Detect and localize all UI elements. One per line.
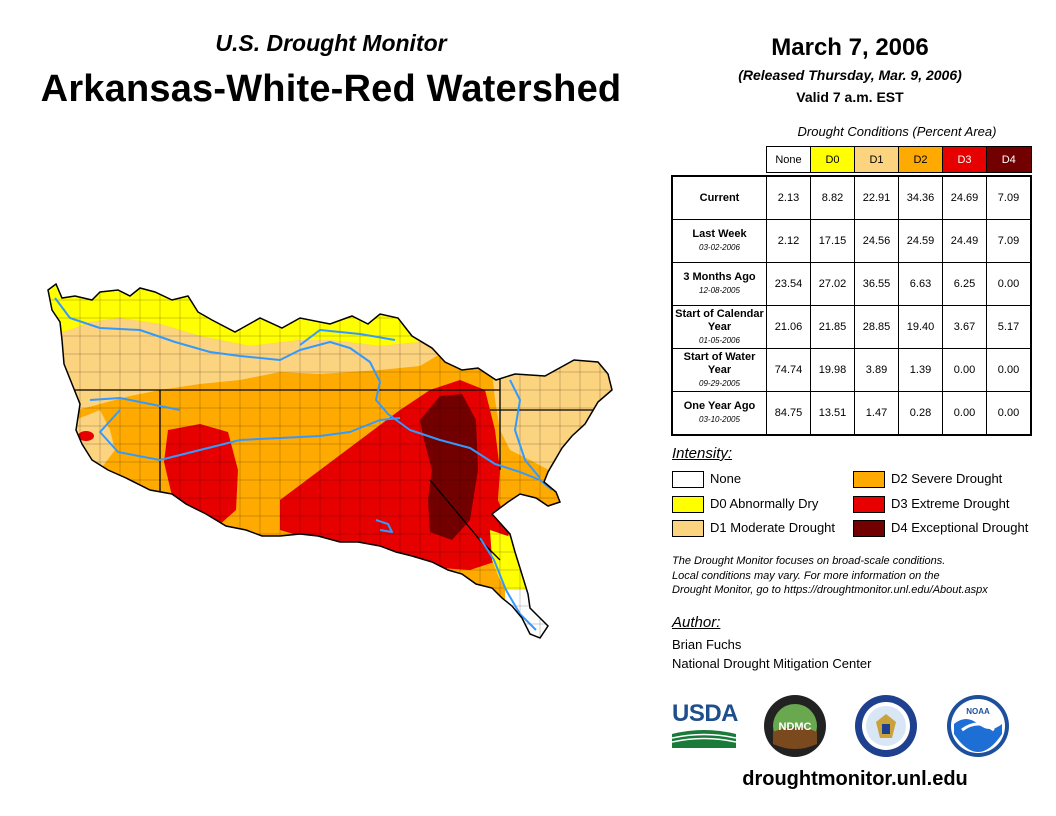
table-cell: 7.09 <box>986 175 1032 220</box>
drought-map <box>47 282 613 639</box>
table-cell: 8.82 <box>810 175 855 220</box>
table-cell: 34.36 <box>898 175 943 220</box>
table-cell: 24.59 <box>898 219 943 263</box>
usda-hills-icon <box>672 730 736 748</box>
table-row: 3 Months Ago 12-08-2005 23.54 27.02 36.55… <box>671 262 1032 306</box>
legend-swatch-d4 <box>853 520 885 537</box>
ndmc-logo-text: NDMC <box>779 721 812 733</box>
row-label: Last Week 03-02-2006 <box>671 219 767 263</box>
table-cell: 24.69 <box>942 175 987 220</box>
table-cell: 1.47 <box>854 391 899 436</box>
legend-swatch-d2 <box>853 471 885 488</box>
legend-swatch-none <box>672 471 704 488</box>
row-label: Start of Water Year 09-29-2005 <box>671 348 767 392</box>
row-label: Start of Calendar Year 01-05-2006 <box>671 305 767 349</box>
table-cell: 21.85 <box>810 305 855 349</box>
legend-swatch-d0 <box>672 496 704 513</box>
website-url[interactable]: droughtmonitor.unl.edu <box>742 768 968 790</box>
table-row: One Year Ago 03-10-2005 84.75 13.51 1.47 … <box>671 391 1032 436</box>
noaa-logo: NOAA <box>947 695 1009 757</box>
table-cell: 28.85 <box>854 305 899 349</box>
map-subtitle: U.S. Drought Monitor <box>215 30 447 56</box>
table-header-blank <box>672 147 767 173</box>
table-row: Last Week 03-02-2006 2.12 17.15 24.56 24.… <box>671 219 1032 263</box>
table-cell: 24.56 <box>854 219 899 263</box>
table-cell: 27.02 <box>810 262 855 306</box>
legend-label: D0 Abnormally Dry <box>710 496 819 511</box>
d4-region-core <box>420 394 478 540</box>
author-organization: National Drought Mitigation Center <box>672 656 872 671</box>
map-title: Arkansas-White-Red Watershed <box>40 68 622 110</box>
note-line: Drought Monitor, go to https://droughtmo… <box>672 584 988 596</box>
none-region-southeast <box>505 590 560 638</box>
table-cell: 19.98 <box>810 348 855 392</box>
legend-label: None <box>710 471 742 486</box>
table-cell: 1.39 <box>898 348 943 392</box>
d3-spot-west <box>78 431 94 441</box>
ndmc-logo: NDMC <box>764 695 826 757</box>
table-caption: Drought Conditions (Percent Area) <box>797 124 997 139</box>
table-row: Current 2.13 8.82 22.91 34.36 24.69 7.09 <box>671 175 1032 220</box>
table-header-row: None D0 D1 D2 D3 D4 <box>672 146 1032 173</box>
drought-conditions-table: None D0 D1 D2 D3 D4 Current 2.13 8.82 22… <box>671 146 1032 436</box>
table-row: Start of Calendar Year 01-05-2006 21.06 2… <box>671 305 1032 349</box>
note-line: Local conditions may vary. For more info… <box>672 569 940 582</box>
table-cell: 17.15 <box>810 219 855 263</box>
column-header-d3: D3 <box>942 146 987 173</box>
legend-swatch-d3 <box>853 496 885 513</box>
row-label: Current <box>671 175 767 220</box>
table-cell: 13.51 <box>810 391 855 436</box>
d3-region-west <box>164 424 238 526</box>
legend-swatch-d1 <box>672 520 704 537</box>
table-cell: 3.67 <box>942 305 987 349</box>
map-date: March 7, 2006 <box>771 34 929 61</box>
table-cell: 21.06 <box>766 305 811 349</box>
column-header-d0: D0 <box>810 146 855 173</box>
table-cell: 22.91 <box>854 175 899 220</box>
watershed-outline <box>47 282 613 639</box>
usda-logo: USDA <box>672 700 739 748</box>
column-header-d1: D1 <box>854 146 899 173</box>
legend-label: D4 Exceptional Drought <box>891 520 1029 535</box>
row-label: 3 Months Ago 12-08-2005 <box>671 262 767 306</box>
table-cell: 6.63 <box>898 262 943 306</box>
table-cell: 74.74 <box>766 348 811 392</box>
commerce-seal-icon <box>855 695 917 757</box>
legend-title: Intensity: <box>672 445 733 462</box>
table-cell: 0.00 <box>986 348 1032 392</box>
table-cell: 0.00 <box>986 262 1032 306</box>
table-cell: 6.25 <box>942 262 987 306</box>
table-cell: 5.17 <box>986 305 1032 349</box>
column-header-none: None <box>766 146 811 173</box>
table-cell: 0.00 <box>942 348 987 392</box>
table-cell: 36.55 <box>854 262 899 306</box>
table-cell: 24.49 <box>942 219 987 263</box>
row-label: One Year Ago 03-10-2005 <box>671 391 767 436</box>
table-cell: 0.00 <box>986 391 1032 436</box>
note-line: The Drought Monitor focuses on broad-sca… <box>672 555 946 567</box>
table-cell: 2.13 <box>766 175 811 220</box>
table-cell: 0.28 <box>898 391 943 436</box>
legend-label: D1 Moderate Drought <box>710 520 836 535</box>
table-cell: 2.12 <box>766 219 811 263</box>
disclaimer-note: The Drought Monitor focuses on broad-sca… <box>672 554 1042 598</box>
noaa-logo-text: NOAA <box>966 707 990 716</box>
release-date: (Released Thursday, Mar. 9, 2006) <box>738 67 962 83</box>
rivers <box>54 297 553 631</box>
column-header-d2: D2 <box>898 146 943 173</box>
table-cell: 0.00 <box>942 391 987 436</box>
usda-logo-text: USDA <box>672 700 739 727</box>
legend-label: D3 Extreme Drought <box>891 496 1010 511</box>
table-cell: 84.75 <box>766 391 811 436</box>
valid-time: Valid 7 a.m. EST <box>796 89 904 105</box>
table-cell: 7.09 <box>986 219 1032 263</box>
table-cell: 19.40 <box>898 305 943 349</box>
table-row: Start of Water Year 09-29-2005 74.74 19.9… <box>671 348 1032 392</box>
author-title: Author: <box>672 614 721 631</box>
author-name: Brian Fuchs <box>672 637 742 652</box>
table-cell: 3.89 <box>854 348 899 392</box>
column-header-d4: D4 <box>986 146 1032 173</box>
table-cell: 23.54 <box>766 262 811 306</box>
legend-label: D2 Severe Drought <box>891 471 1003 486</box>
